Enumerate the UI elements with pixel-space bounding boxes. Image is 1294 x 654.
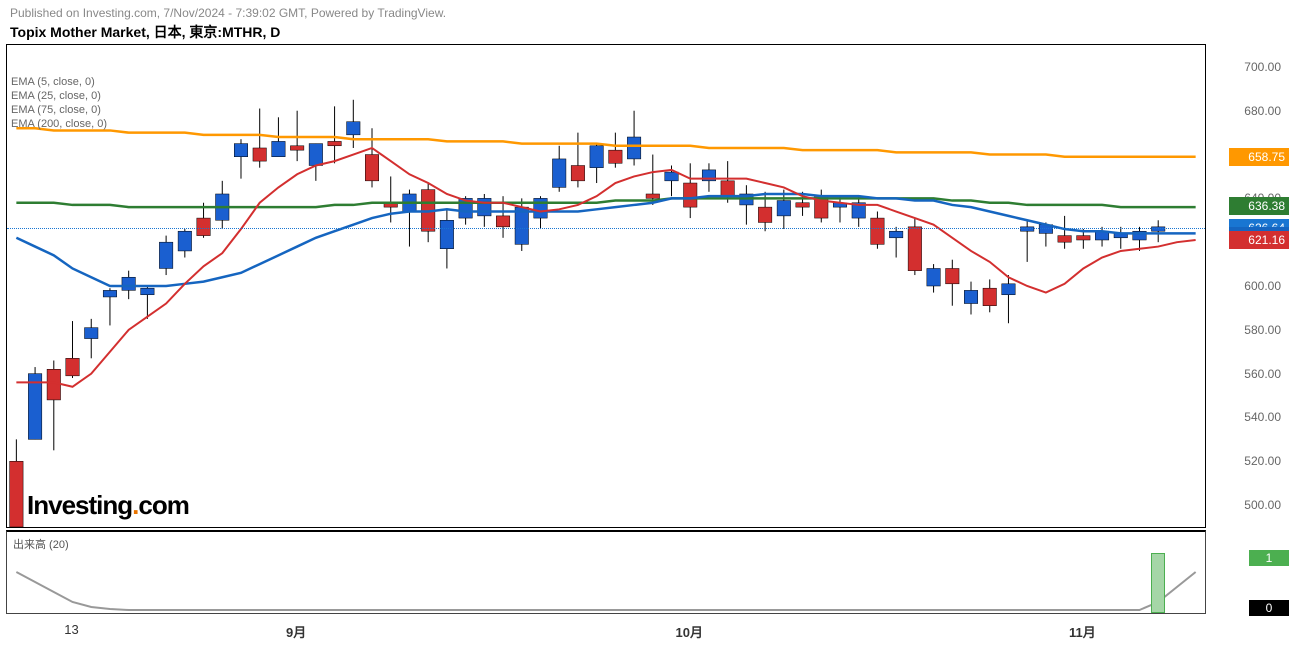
investing-watermark: Investing.com — [27, 490, 189, 521]
x-tick: 11月 — [1069, 622, 1096, 641]
x-tick: 10月 — [676, 622, 703, 641]
y-tick: 520.00 — [1244, 454, 1281, 468]
y-tick: 580.00 — [1244, 323, 1281, 337]
price-tag: 658.75 — [1229, 148, 1289, 166]
ema-legend: EMA (5, close, 0)EMA (25, close, 0)EMA (… — [11, 75, 107, 131]
volume-bar — [1151, 553, 1165, 613]
y-tick: 500.00 — [1244, 498, 1281, 512]
y-tick: 560.00 — [1244, 367, 1281, 381]
price-tag: 621.16 — [1229, 231, 1289, 249]
price-chart-panel[interactable]: EMA (5, close, 0)EMA (25, close, 0)EMA (… — [6, 44, 1206, 528]
volume-svg — [7, 532, 1205, 613]
y-tick: 680.00 — [1244, 104, 1281, 118]
ema-legend-line: EMA (75, close, 0) — [11, 103, 107, 117]
ema-legend-line: EMA (200, close, 0) — [11, 117, 107, 131]
y-tick: 600.00 — [1244, 279, 1281, 293]
publish-info: Published on Investing.com, 7/Nov/2024 -… — [0, 0, 1294, 22]
y-tick: 540.00 — [1244, 410, 1281, 424]
volume-tag: 0 — [1249, 600, 1289, 616]
price-tag: 636.38 — [1229, 197, 1289, 215]
chart-title: Topix Mother Market, 日本, 東京:MTHR, D — [0, 22, 1294, 46]
x-tick: 13 — [64, 622, 78, 637]
ema-legend-line: EMA (5, close, 0) — [11, 75, 107, 89]
ema-legend-line: EMA (25, close, 0) — [11, 89, 107, 103]
last-price-line — [7, 228, 1205, 229]
volume-tag: 1 — [1249, 550, 1289, 566]
y-axis: 500.00520.00540.00560.00580.00600.00620.… — [1205, 45, 1289, 527]
price-chart-svg — [7, 45, 1205, 527]
x-tick: 9月 — [286, 622, 306, 641]
volume-panel[interactable]: 出来高 (20) 10 — [6, 530, 1206, 614]
x-axis: 13 9月 10月 11月 — [6, 616, 1206, 652]
y-tick: 700.00 — [1244, 60, 1281, 74]
